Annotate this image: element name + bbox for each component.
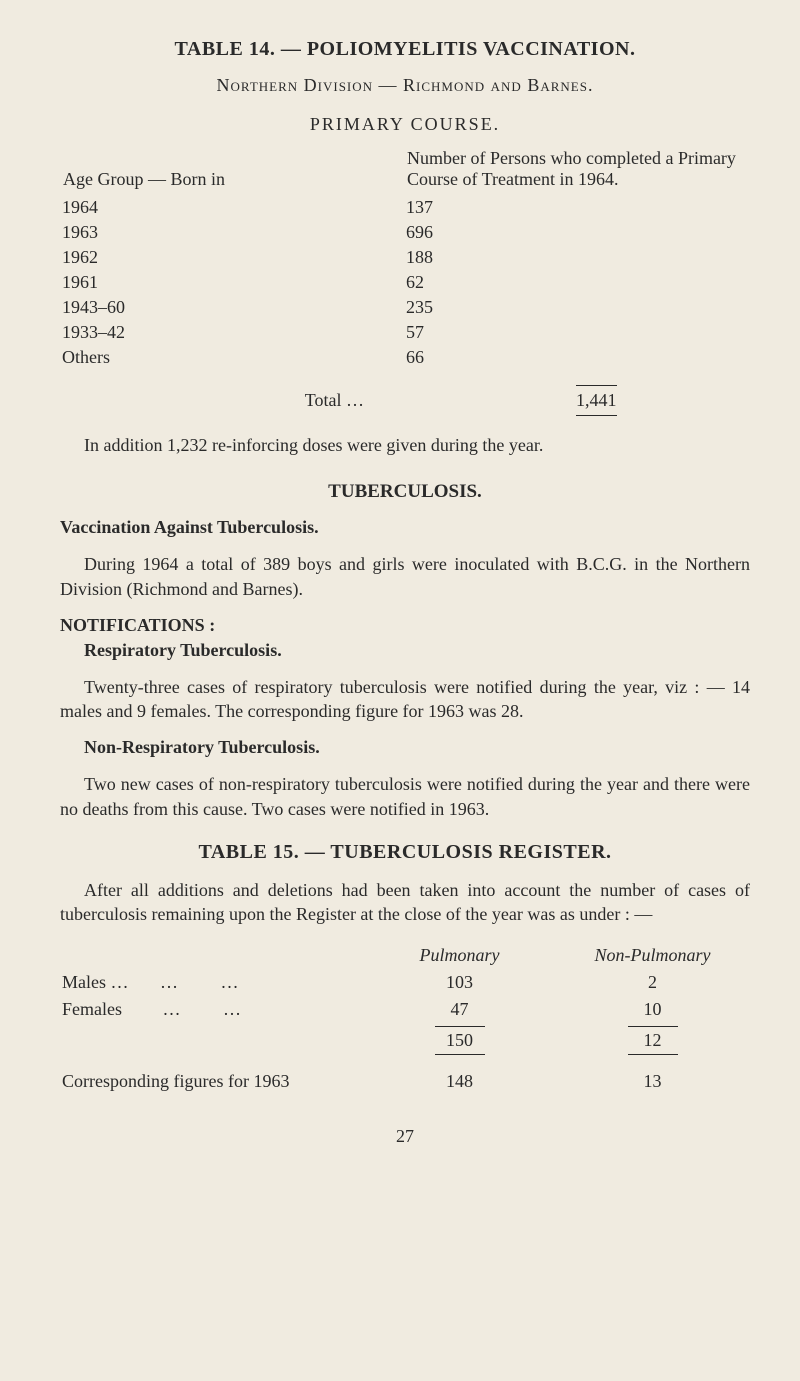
corr-label: Corresponding figures for 1963 xyxy=(62,1059,362,1094)
table-row: 1963 696 xyxy=(62,221,748,244)
tuberculosis-heading: TUBERCULOSIS. xyxy=(60,481,750,503)
blank-cell xyxy=(62,943,362,968)
value-cell: 188 xyxy=(406,246,748,269)
sum-nonpulm-text: 12 xyxy=(628,1026,678,1055)
total-value-text: 1,441 xyxy=(576,385,617,416)
year-cell: 1964 xyxy=(62,196,404,219)
table-row: 1933–42 57 xyxy=(62,321,748,344)
nonrespiratory-para: Two new cases of non-respiratory tubercu… xyxy=(60,772,750,821)
corresponding-row: Corresponding figures for 1963 148 13 xyxy=(62,1059,748,1094)
value-cell: 57 xyxy=(406,321,748,344)
nonpulm-value: 2 xyxy=(557,970,748,995)
table-row: Others 66 xyxy=(62,346,748,369)
total-label: Total … xyxy=(62,371,404,417)
register-header-row: Pulmonary Non-Pulmonary xyxy=(62,943,748,968)
document-page: TABLE 14. — POLIOMYELITIS VACCINATION. N… xyxy=(0,0,800,1381)
corr-pulm: 148 xyxy=(364,1059,555,1094)
label-text: Females xyxy=(62,999,122,1019)
value-cell: 137 xyxy=(406,196,748,219)
notifications-label: NOTIFICATIONS : xyxy=(60,615,215,635)
col-completed: Number of Persons who completed a Primar… xyxy=(406,147,748,194)
register-table: Pulmonary Non-Pulmonary Males … … … 103 … xyxy=(60,941,750,1096)
table14-title: TABLE 14. — POLIOMYELITIS VACCINATION. xyxy=(60,38,750,61)
nonpulm-value: 10 xyxy=(557,997,748,1022)
row-label: Females … … xyxy=(62,997,362,1022)
vaccination-para: During 1964 a total of 389 boys and girl… xyxy=(60,552,750,601)
table15-title: TABLE 15. — TUBERCULOSIS REGISTER. xyxy=(60,841,750,864)
table-row: Females … … 47 10 xyxy=(62,997,748,1022)
respiratory-para: Twenty-three cases of respiratory tuberc… xyxy=(60,675,750,724)
year-cell: Others xyxy=(62,346,404,369)
total-value: 1,441 xyxy=(406,371,748,417)
table-row: 1943–60 235 xyxy=(62,296,748,319)
col-pulmonary: Pulmonary xyxy=(364,943,555,968)
year-cell: 1961 xyxy=(62,271,404,294)
sum-pulm: 150 xyxy=(364,1024,555,1057)
corr-nonpulm: 13 xyxy=(557,1059,748,1094)
blank-cell xyxy=(62,1024,362,1057)
vaccination-table: Age Group — Born in Number of Persons wh… xyxy=(60,145,750,419)
table14-subtitle: Northern Division — Richmond and Barnes. xyxy=(60,75,750,96)
table-row: 1961 62 xyxy=(62,271,748,294)
dots: … xyxy=(160,972,180,992)
table-header-row: Age Group — Born in Number of Persons wh… xyxy=(62,147,748,194)
vaccination-subhead: Vaccination Against Tuberculosis. xyxy=(60,517,750,538)
table-row: 1964 137 xyxy=(62,196,748,219)
pulm-value: 103 xyxy=(364,970,555,995)
value-cell: 235 xyxy=(406,296,748,319)
year-cell: 1963 xyxy=(62,221,404,244)
pulm-value: 47 xyxy=(364,997,555,1022)
total-row: Total … 1,441 xyxy=(62,371,748,417)
sum-pulm-text: 150 xyxy=(435,1026,485,1055)
value-cell: 696 xyxy=(406,221,748,244)
year-cell: 1943–60 xyxy=(62,296,404,319)
notifications-head: NOTIFICATIONS : xyxy=(60,615,750,636)
value-cell: 66 xyxy=(406,346,748,369)
dots: … xyxy=(221,972,241,992)
col-age-group: Age Group — Born in xyxy=(62,147,404,194)
page-number: 27 xyxy=(60,1126,750,1147)
table15-intro: After all additions and deletions had be… xyxy=(60,878,750,927)
sum-row: 150 12 xyxy=(62,1024,748,1057)
col-non-pulmonary: Non-Pulmonary xyxy=(557,943,748,968)
sum-nonpulm: 12 xyxy=(557,1024,748,1057)
label-text: Males … xyxy=(62,972,129,992)
nonrespiratory-subhead: Non-Respiratory Tuberculosis. xyxy=(84,737,750,758)
year-cell: 1933–42 xyxy=(62,321,404,344)
table-row: Males … … … 103 2 xyxy=(62,970,748,995)
year-cell: 1962 xyxy=(62,246,404,269)
reinforcing-note: In addition 1,232 re-inforcing doses wer… xyxy=(60,433,750,457)
value-cell: 62 xyxy=(406,271,748,294)
table14-section: PRIMARY COURSE. xyxy=(60,114,750,135)
row-label: Males … … … xyxy=(62,970,362,995)
table-row: 1962 188 xyxy=(62,246,748,269)
dots: … xyxy=(223,999,243,1019)
respiratory-subhead: Respiratory Tuberculosis. xyxy=(84,640,750,661)
dots: … xyxy=(163,999,183,1019)
